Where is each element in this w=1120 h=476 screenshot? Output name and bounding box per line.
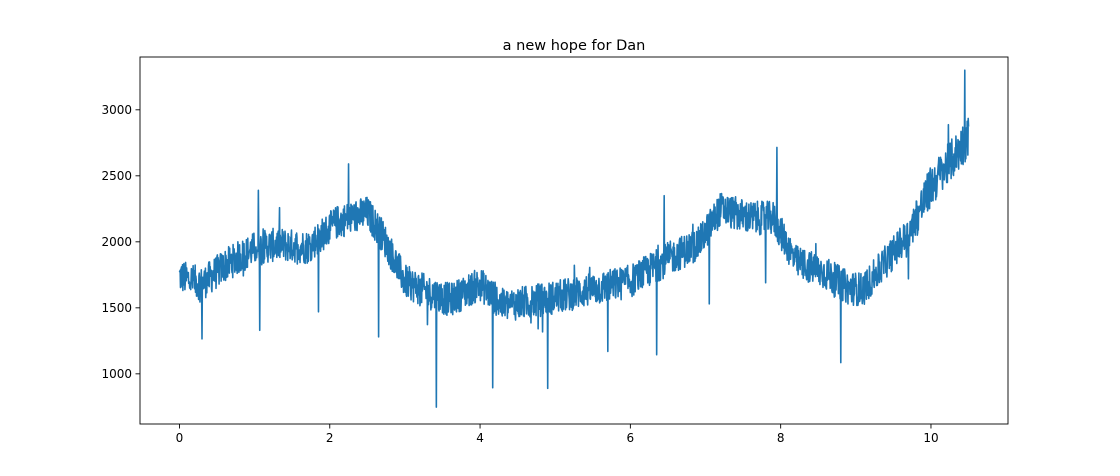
series-line-0 [178, 69, 970, 408]
y-tick-label: 2500 [101, 169, 132, 183]
x-tick-label: 2 [326, 431, 334, 445]
y-tick-label: 2000 [101, 235, 132, 249]
axes-frame [139, 56, 1009, 425]
plot-area [178, 69, 970, 408]
x-tick-label: 0 [176, 431, 184, 445]
x-tick-label: 8 [777, 431, 785, 445]
y-tick-label: 1500 [101, 301, 132, 315]
x-tick-label: 10 [923, 431, 938, 445]
axes: 0 2 4 6 8 10 1000 1500 2000 2500 3000 [101, 56, 1009, 445]
chart-title: a new hope for Dan [503, 38, 646, 54]
x-tick-label: 4 [476, 431, 484, 445]
y-tick-label: 3000 [101, 103, 132, 117]
y-tick-label: 1000 [101, 367, 132, 381]
x-tick-label: 6 [627, 431, 635, 445]
